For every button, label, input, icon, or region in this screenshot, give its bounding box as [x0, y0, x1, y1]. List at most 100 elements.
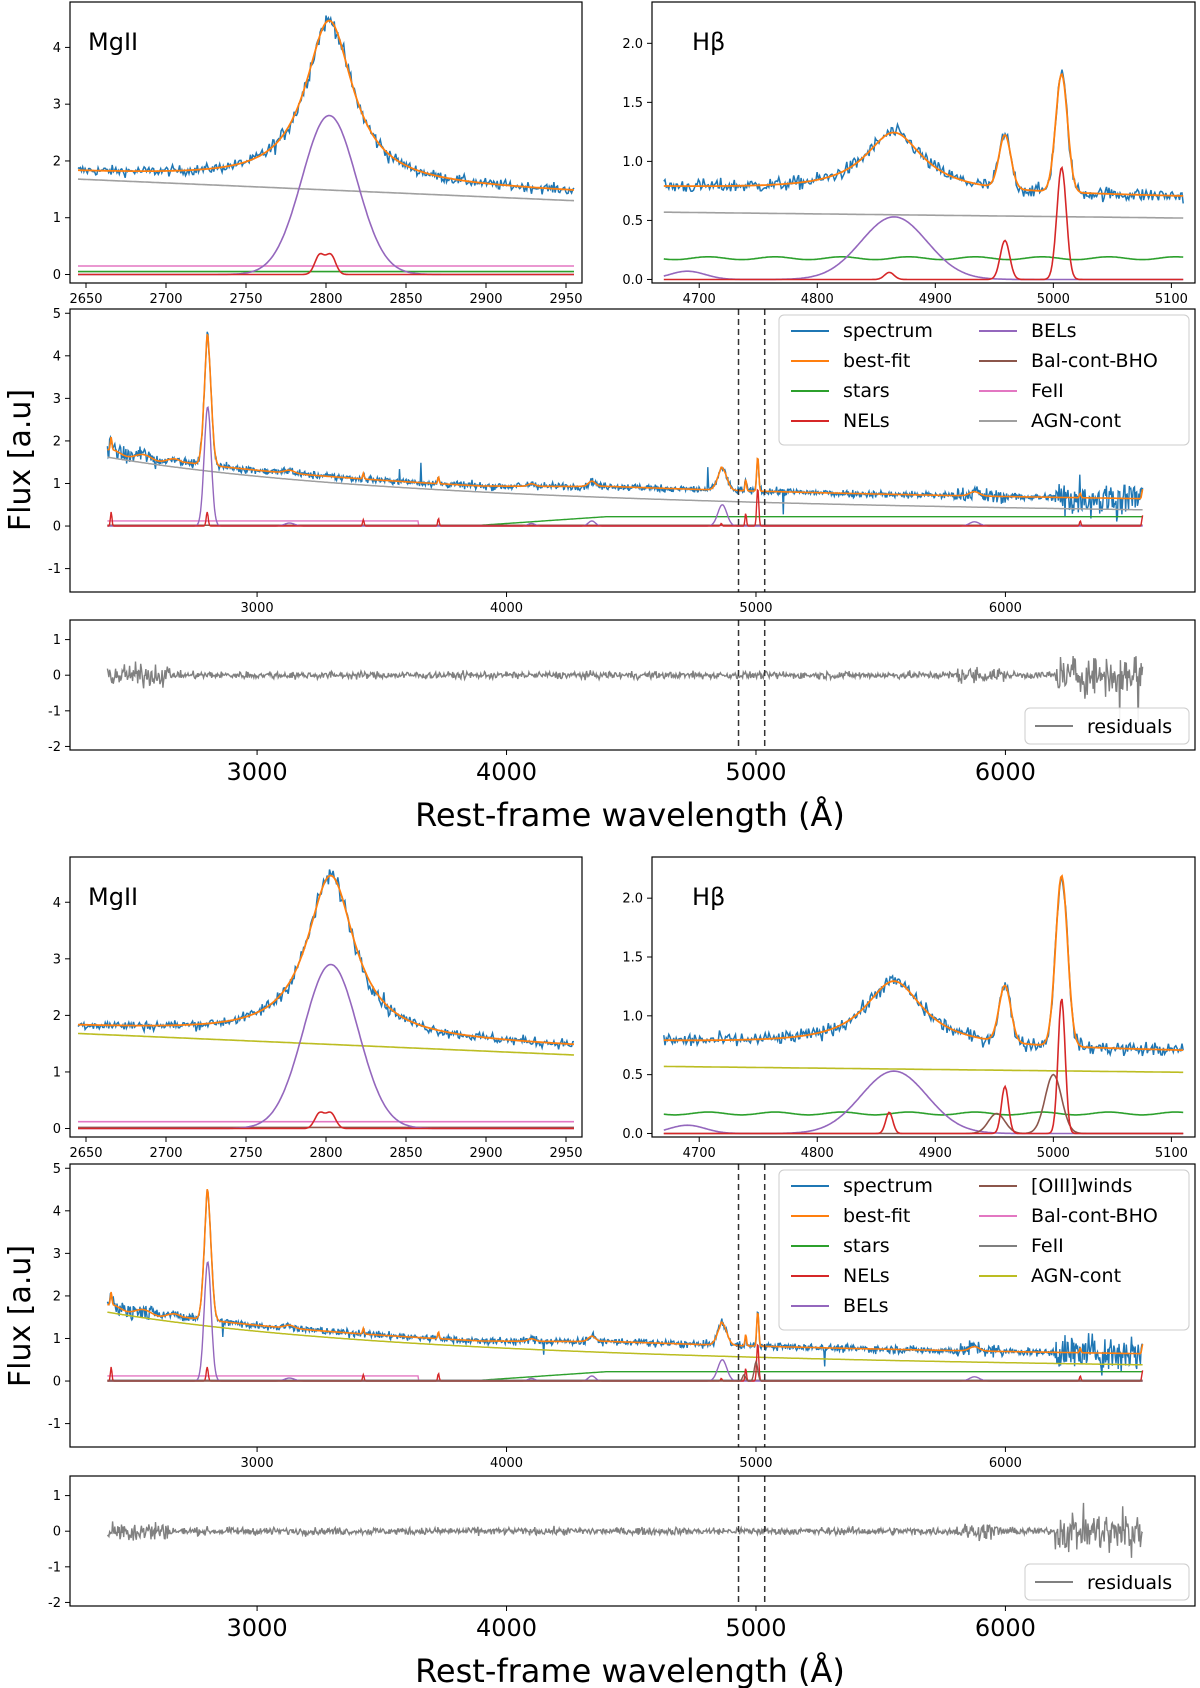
x-tick-label: 2750 [229, 292, 262, 307]
y-tick-label: 3 [53, 392, 61, 407]
x-tick-label: 6000 [989, 601, 1022, 616]
y-tick-label: 1 [53, 477, 61, 492]
ylabel-bottom: Flux [a.u] [3, 1245, 38, 1387]
x-tick-label: 3000 [241, 1456, 274, 1471]
y-tick-label: 3 [53, 98, 61, 113]
x-tick-label: 4000 [476, 1614, 537, 1642]
axes-frame [651, 856, 1196, 1138]
x-tick-label: 3000 [227, 758, 288, 786]
y-tick-label: 2 [53, 1289, 61, 1304]
y-tick-label: 1.5 [622, 96, 643, 111]
panel-bottom-main: 3000 4000 5000 6000 -1 0 1 2 3 4 5 spectrum best-fit… [48, 1162, 1196, 1471]
stars-line [663, 1111, 1184, 1116]
legend-box [1024, 707, 1190, 745]
x-tick-label: 4900 [919, 1146, 952, 1161]
nels-line [78, 1111, 574, 1130]
legend-label: Bal-cont-BHO [1031, 1205, 1158, 1227]
y-tick-label: 5 [53, 307, 61, 322]
legend-label: best-fit [843, 1205, 910, 1227]
plot-area [77, 869, 575, 1130]
plot-area [106, 331, 1144, 527]
y-tick-label: 2 [53, 1009, 61, 1024]
y-tick-label: 0.5 [622, 1068, 643, 1083]
panel-top-mgii: 2650 2700 2750 2800 2850 2900 2950 0 1 2 3 4 MgII [53, 1, 583, 307]
x-tick-label: 5100 [1155, 1146, 1188, 1161]
y-tick-label: -1 [48, 704, 61, 719]
legend-label: residuals [1087, 1572, 1172, 1594]
x-tick-label: 4800 [801, 1146, 834, 1161]
legend-label: NELs [843, 410, 890, 432]
x-tick-label: 6000 [975, 758, 1036, 786]
nels-line [107, 488, 1144, 527]
oiiiwinds-line [663, 1073, 1184, 1135]
y-tick-label: 2.0 [622, 892, 643, 907]
plot-area [106, 1502, 1144, 1558]
x-tick-label: 2950 [549, 292, 582, 307]
x-tick-label: 4700 [683, 292, 716, 307]
x-tick-label: 4800 [801, 292, 834, 307]
xlabel-top: Rest-frame wavelength (Å) [415, 796, 845, 834]
y-tick-label: 1 [53, 211, 61, 226]
legend-box [778, 314, 1190, 446]
plot-area [663, 874, 1184, 1135]
plot-area [77, 15, 575, 276]
x-tick-label: 2850 [389, 1146, 422, 1161]
legend-label: AGN-cont [1031, 410, 1121, 432]
legend-label: AGN-cont [1031, 1265, 1121, 1287]
agn-cont-line [107, 456, 1143, 511]
panel-bottom-hbeta: 4700 4800 4900 5000 5100 0.0 0.5 1.0 1.5 2.0 Hβ [622, 856, 1196, 1161]
bels-line [78, 114, 574, 276]
best-fit-line [78, 19, 575, 191]
y-tick-label: 5 [53, 1162, 61, 1177]
bels-line [663, 1070, 1184, 1135]
stars-line [663, 256, 1184, 261]
legend-label: stars [843, 1235, 890, 1257]
residuals-line [106, 1502, 1144, 1558]
agncont-line [77, 178, 575, 202]
legend-box [1024, 1563, 1190, 1601]
nels-line [78, 252, 574, 276]
x-tick-label: 2650 [69, 1146, 102, 1161]
panel-title: MgII [88, 883, 138, 911]
x-tick-label: 4000 [476, 758, 537, 786]
legend-label: spectrum [843, 1175, 933, 1197]
x-tick-label: 5000 [725, 758, 786, 786]
axes-frame [69, 1475, 1196, 1607]
legend-label: BELs [1031, 320, 1077, 342]
x-tick-label: 2800 [309, 1146, 342, 1161]
spectrum-line [663, 877, 1184, 1058]
x-tick-label: 5000 [1037, 292, 1070, 307]
x-tick-label: 2850 [389, 292, 422, 307]
legend-label: residuals [1087, 716, 1172, 738]
legend-label: FeII [1031, 380, 1064, 402]
y-tick-label: 4 [53, 41, 61, 56]
axes-frame [69, 1163, 1196, 1448]
nels-line [663, 998, 1184, 1135]
y-tick-label: 0.0 [622, 1127, 643, 1142]
y-tick-label: 0.5 [622, 214, 643, 229]
agncont-line [663, 211, 1184, 219]
nels-line [663, 165, 1184, 281]
best-fit-line [107, 333, 1144, 500]
panel-title: Hβ [692, 28, 725, 56]
x-tick-label: 4900 [919, 292, 952, 307]
residuals-line [106, 655, 1144, 726]
oiii-winds-line [107, 1360, 1143, 1382]
bels-line [78, 963, 574, 1130]
x-tick-label: 5000 [739, 1456, 772, 1471]
legend-box [778, 1169, 1190, 1331]
y-tick-label: 1.0 [622, 155, 643, 170]
legend-label: stars [843, 380, 890, 402]
y-tick-label: 1 [53, 633, 61, 648]
x-tick-label: 2700 [149, 292, 182, 307]
best-fit-line [77, 874, 575, 1046]
best-fit-line [663, 72, 1184, 197]
spectrum-line [77, 15, 575, 195]
x-tick-label: 6000 [989, 1456, 1022, 1471]
plots: 2650 2700 2750 2800 2850 2900 2950 0 1 2 3 4 MgII 470… [48, 1, 1196, 1642]
x-tick-label: 6000 [975, 1614, 1036, 1642]
legend-label: FeII [1031, 1235, 1064, 1257]
y-tick-label: 0 [53, 268, 61, 283]
y-tick-label: -1 [48, 562, 61, 577]
y-tick-label: 4 [53, 1204, 61, 1219]
